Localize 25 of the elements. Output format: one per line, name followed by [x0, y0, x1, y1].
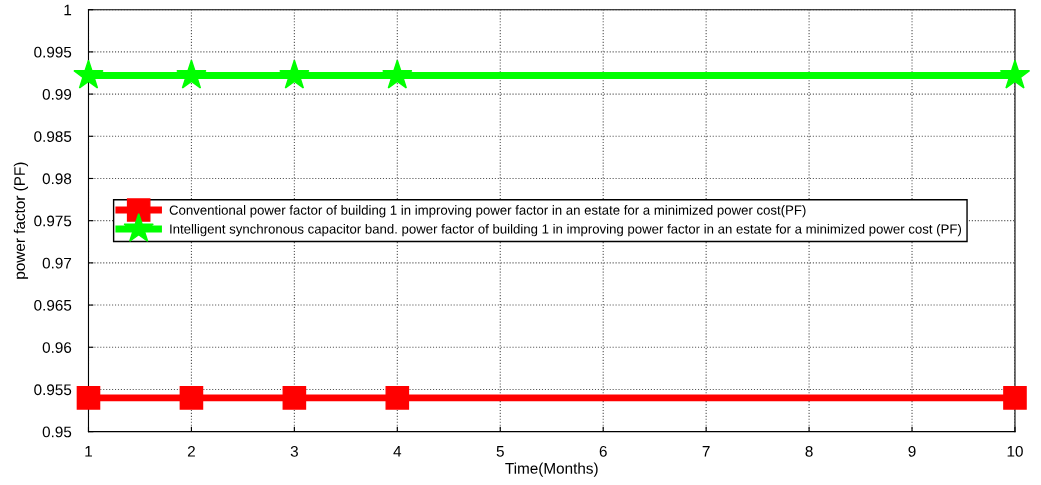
- x-tick-label: 9: [908, 445, 916, 457]
- y-tick-label: 1: [64, 4, 72, 16]
- y-tick-label: 0.985: [34, 131, 72, 142]
- y-tick-label: 0.955: [34, 384, 72, 396]
- x-tick-label: 5: [496, 446, 504, 457]
- y-tick-label: 0.95: [42, 426, 72, 438]
- x-tick-label: 1: [85, 446, 92, 457]
- x-tick-label: 10: [1007, 445, 1023, 457]
- x-axis-title: Time(Months): [505, 462, 598, 477]
- legend-label: Intelligent synchronous capacitor band. power factor of building 1 in improving power factor in an estate for a minimized power cost (PF): [170, 223, 961, 237]
- x-tick-label: 3: [290, 445, 298, 457]
- y-tick-label: 0.96: [42, 342, 72, 353]
- x-tick-label: 6: [599, 445, 607, 457]
- y-tick-label: 0.965: [34, 299, 72, 311]
- x-tick-label: 4: [393, 446, 402, 457]
- x-tick-label: 7: [702, 446, 710, 457]
- y-tick-label: 0.98: [42, 173, 72, 185]
- y-tick-label: 0.97: [42, 257, 72, 269]
- x-tick-label: 8: [805, 445, 813, 457]
- y-tick-label: 0.995: [34, 46, 72, 58]
- y-axis-title: power factor (PF): [13, 162, 29, 279]
- legend-label: Conventional power factor of building 1 in improving power factor in an estate for a minimized power cost(PF): [169, 205, 806, 218]
- y-tick-label: 0.99: [42, 88, 72, 100]
- y-tick-label: 0.975: [34, 215, 72, 227]
- x-tick-label: 2: [187, 445, 195, 457]
